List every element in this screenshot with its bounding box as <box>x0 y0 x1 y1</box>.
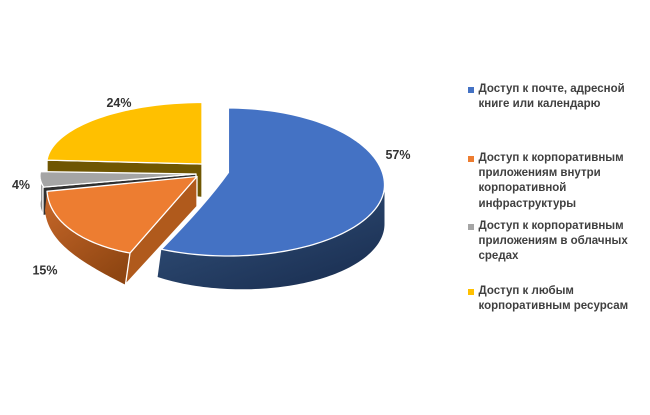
svg-text:24%: 24% <box>106 96 131 110</box>
svg-text:15%: 15% <box>32 264 57 278</box>
svg-text:4%: 4% <box>12 178 30 192</box>
svg-text:57%: 57% <box>385 148 410 162</box>
